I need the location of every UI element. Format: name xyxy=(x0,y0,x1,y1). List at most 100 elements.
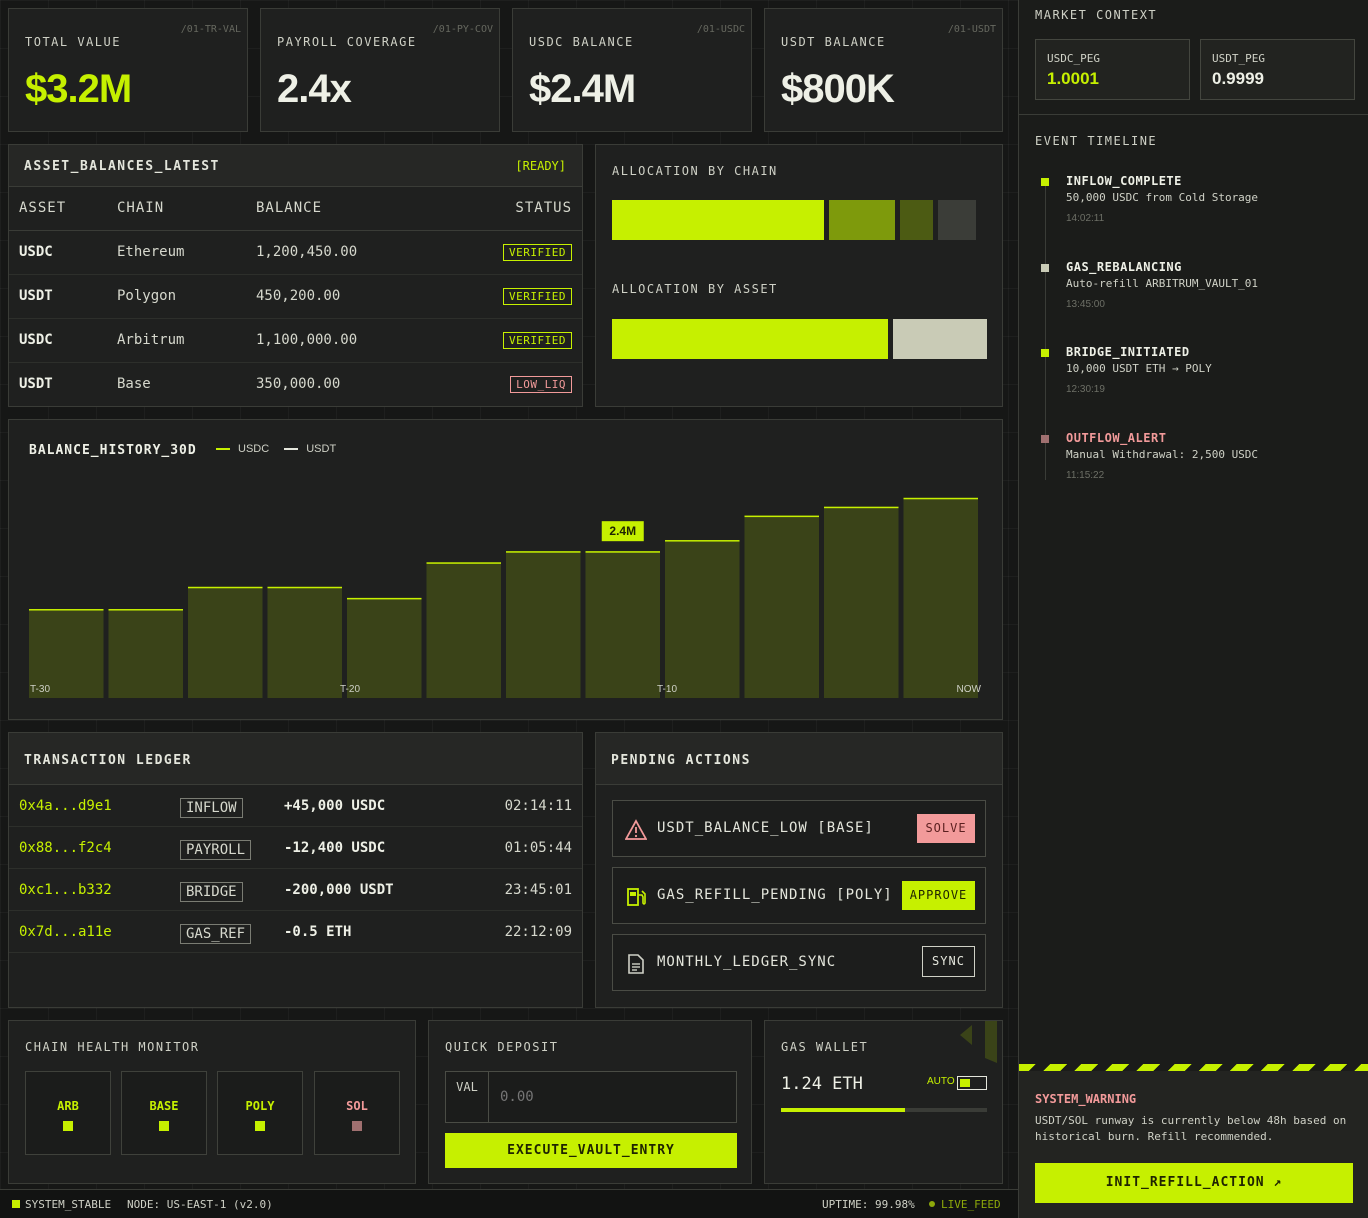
system-status: SYSTEM_STABLE xyxy=(25,1198,112,1211)
panel-title: CHAIN HEALTH MONITOR xyxy=(25,1040,200,1054)
status-indicator xyxy=(352,1121,362,1131)
pending-label: MONTHLY_LEDGER_SYNC xyxy=(657,954,837,970)
chain-card-poly[interactable]: POLY xyxy=(217,1071,303,1155)
x-tick-label: NOW xyxy=(957,684,982,695)
chart-canvas: 2.4M T-30 T-20 T-10 NOW xyxy=(29,497,982,698)
event-timeline-title: EVENT TIMELINE xyxy=(1035,134,1158,148)
kpi-code: /01-USDT xyxy=(947,24,996,35)
chain-allocation-segment xyxy=(900,200,933,240)
chain-name: ARB xyxy=(57,1099,79,1113)
chart-bar[interactable] xyxy=(347,597,422,698)
panel-title: QUICK DEPOSIT xyxy=(445,1040,559,1054)
chart-bar[interactable] xyxy=(744,515,820,698)
asset-table: ASSET CHAIN BALANCE STATUS USDC Ethereum… xyxy=(9,187,582,406)
kpi-code: /01-USDC xyxy=(696,24,745,35)
chart-bar-top-line xyxy=(824,506,899,509)
chart-bar[interactable] xyxy=(29,609,104,698)
panel-title: GAS WALLET xyxy=(781,1040,869,1054)
ledger-row[interactable]: 0x4a...d9e1 INFLOW +45,000 USDC 02:14:11 xyxy=(9,785,582,827)
asset-allocation-segment xyxy=(893,319,987,359)
sync-button[interactable]: SYNC xyxy=(922,946,975,977)
chart-highlight-label: 2.4M xyxy=(609,524,636,538)
table-row[interactable]: USDT Base 350,000.00 LOW_LIQ xyxy=(9,362,582,406)
pending-label: GAS_REFILL_PENDING [POLY] xyxy=(657,887,893,903)
legend-usdc: USDC xyxy=(238,443,270,455)
chart-bar[interactable] xyxy=(585,551,661,698)
balance-cell: 350,000.00 xyxy=(256,376,341,393)
kpi-label: PAYROLL COVERAGE xyxy=(277,35,417,49)
table-row[interactable]: USDC Arbitrum 1,100,000.00 VERIFIED xyxy=(9,318,582,363)
gas-level-fill xyxy=(781,1108,905,1112)
gas-balance: 1.24 ETH xyxy=(781,1074,863,1094)
solve-button[interactable]: SOLVE xyxy=(917,814,975,843)
pending-item: GAS_REFILL_PENDING [POLY] APPROVE xyxy=(612,867,986,924)
asset-cell: USDT xyxy=(19,376,53,393)
chart-highlight-badge xyxy=(601,521,644,542)
pending-item: MONTHLY_LEDGER_SYNC SYNC xyxy=(612,934,986,991)
system-warning-panel: SYSTEM_WARNING USDT/SOL runway is curren… xyxy=(1019,1071,1368,1218)
ledger-row[interactable]: 0xc1...b332 BRIDGE -200,000 USDT 23:45:01 xyxy=(9,869,582,911)
x-tick-label: T-30 xyxy=(30,684,50,695)
kpi-label: USDT BALANCE xyxy=(781,35,886,49)
chart-bar-top-line xyxy=(29,609,104,611)
tx-hash: 0x88...f2c4 xyxy=(19,840,112,856)
ledger-row[interactable]: 0x88...f2c4 PAYROLL -12,400 USDC 01:05:44 xyxy=(9,827,582,869)
warning-title: SYSTEM_WARNING xyxy=(1035,1092,1137,1106)
event-time: 14:02:11 xyxy=(1066,213,1105,224)
asset-cell: USDT xyxy=(9,274,107,319)
chart-bar[interactable] xyxy=(665,540,740,698)
chain-allocation-segment xyxy=(829,200,895,240)
chart-bar-top-line xyxy=(665,540,740,542)
table-header-row: ASSET CHAIN BALANCE STATUS xyxy=(9,187,582,231)
chart-bar-top-line xyxy=(903,497,978,500)
chart-bar[interactable] xyxy=(824,506,899,698)
execute-vault-entry-button[interactable]: EXECUTE_VAULT_ENTRY xyxy=(445,1133,737,1168)
kpi-usdt-balance: USDT BALANCE /01-USDT $800K xyxy=(764,8,1003,132)
gas-wallet-panel: GAS WALLET 1.24 ETH AUTO xyxy=(764,1020,1003,1184)
chart-bar-top-line xyxy=(426,562,501,564)
warning-text: USDT/SOL runway is currently below 48h b… xyxy=(1035,1114,1347,1143)
tx-amount: -12,400 USDC xyxy=(284,840,386,856)
peg-label: USDC_PEG xyxy=(1047,52,1100,65)
ledger-row[interactable]: 0x7d...a11e GAS_REF -0.5 ETH 22:12:09 xyxy=(9,911,582,953)
chart-bar[interactable] xyxy=(426,562,502,698)
peg-label: USDT_PEG xyxy=(1212,52,1265,65)
pending-item: USDT_BALANCE_LOW [BASE] SOLVE xyxy=(612,800,986,857)
tx-type-tag: GAS_REF xyxy=(180,924,252,944)
chart-bar[interactable] xyxy=(267,586,343,698)
panel-header: ASSET_BALANCES_LATEST [READY] xyxy=(9,145,582,187)
allocation-panel: ALLOCATION BY CHAIN ALLOCATION BY ASSET xyxy=(595,144,1003,407)
kpi-code: /01-TR-VAL xyxy=(180,24,241,35)
tx-hash: 0x4a...d9e1 xyxy=(19,798,112,814)
approve-button[interactable]: APPROVE xyxy=(902,881,975,910)
chart-bar-top-line xyxy=(744,515,819,518)
chart-bar[interactable] xyxy=(506,551,581,698)
chart-bar[interactable] xyxy=(188,586,263,698)
deposit-amount-input[interactable] xyxy=(490,1072,736,1122)
tx-type-tag: INFLOW xyxy=(180,798,243,818)
tx-amount: -200,000 USDT xyxy=(284,882,394,898)
chain-name: BASE xyxy=(149,1099,179,1113)
auto-toggle[interactable] xyxy=(957,1076,987,1090)
column-header: ASSET xyxy=(9,187,107,231)
chain-card-arb[interactable]: ARB xyxy=(25,1071,111,1155)
status-badge: VERIFIED xyxy=(503,243,572,261)
event-title: GAS_REBALANCING xyxy=(1066,260,1182,274)
tx-amount: +45,000 USDC xyxy=(284,798,386,814)
chain-card-base[interactable]: BASE xyxy=(121,1071,207,1155)
chart-bar[interactable] xyxy=(903,497,979,698)
tx-time: 02:14:11 xyxy=(504,798,572,814)
table-row[interactable]: USDT Polygon 450,200.00 VERIFIED xyxy=(9,274,582,319)
status-badge: LOW_LIQ xyxy=(510,375,572,393)
legend-swatch-usdt xyxy=(284,448,299,451)
chain-card-sol[interactable]: SOL xyxy=(314,1071,400,1155)
event-desc: Manual Withdrawal: 2,500 USDC xyxy=(1066,448,1259,461)
chart-bar[interactable] xyxy=(108,609,184,698)
table-row[interactable]: USDC Ethereum 1,200,450.00 VERIFIED xyxy=(9,230,582,275)
fuel-icon xyxy=(627,888,646,906)
event-title: INFLOW_COMPLETE xyxy=(1066,174,1182,188)
warning-icon xyxy=(625,819,647,840)
status-footer: SYSTEM_STABLE NODE: US-EAST-1 (v2.0) UPT… xyxy=(0,1189,1018,1218)
init-refill-action-button[interactable]: INIT_REFILL_ACTION ↗ xyxy=(1035,1163,1353,1203)
panel-title: ASSET_BALANCES_LATEST xyxy=(24,159,220,174)
